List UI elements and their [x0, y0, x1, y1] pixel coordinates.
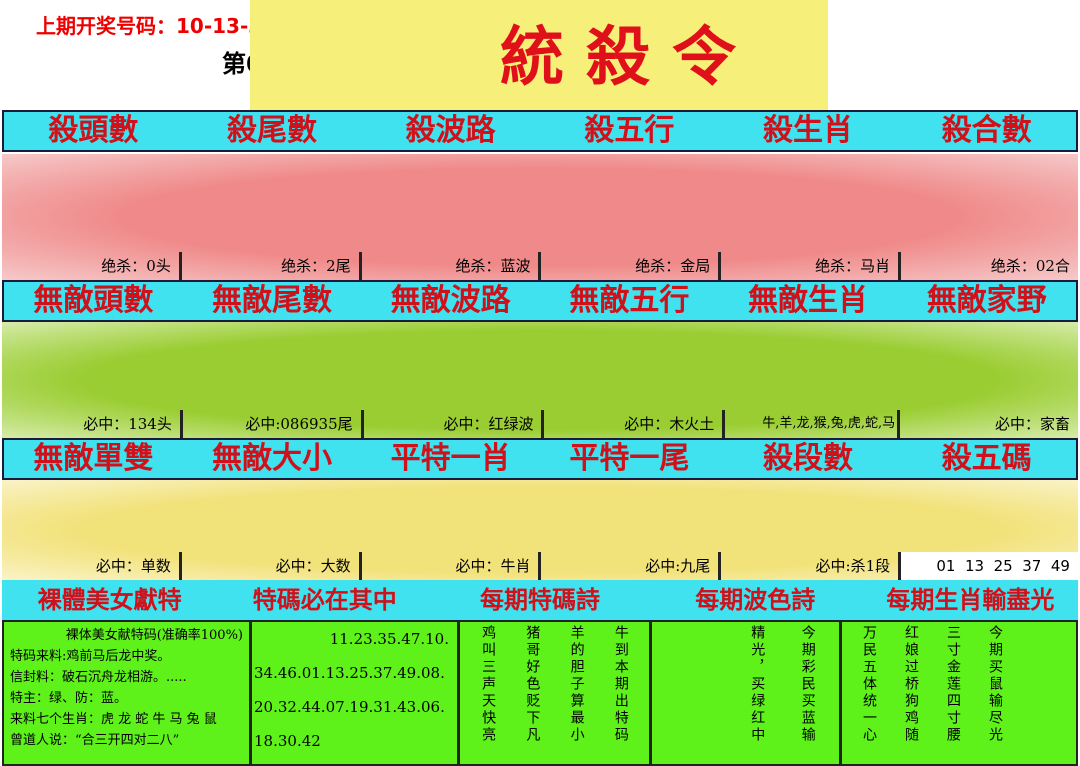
number-line: 11.23.35.47.10. [329, 630, 449, 648]
number-list: 11.23.35.47.10. 34.46.01.13.25.37.49.08.… [252, 622, 460, 764]
page-title: 統殺令 [500, 20, 758, 95]
header-cell: 每期生肖輸盡光 [886, 585, 1055, 614]
header-cell: 無敵頭數 [33, 283, 154, 318]
row1-values: 绝杀：0头 绝杀：2尾 绝杀：蓝波 绝杀：金局 绝杀：马肖 绝杀：02合 [2, 154, 1078, 280]
header-cell: 無敵大小 [212, 441, 332, 476]
header-cell: 無敵波路 [390, 283, 511, 318]
tip-line: 曾道人说：“合三开四对二八” [10, 733, 180, 748]
number-line: 20.32.44.07.19.31.43.06. [254, 698, 445, 716]
value-cell: 绝杀：马肖 [721, 252, 902, 280]
poem-column: 猪哥好色贬下凡 [524, 625, 541, 744]
bottom-headers: 裸體美女獻特 特碼必在其中 每期特碼詩 每期波色詩 每期生肖輸盡光 [2, 580, 1078, 620]
header-cell: 殺五行 [584, 113, 675, 148]
poem-column: 精光，买绿红中 [749, 625, 766, 744]
value-cell: 绝杀：02合 [990, 257, 1070, 275]
value-cell: 必中：134头 [2, 410, 183, 438]
number-line: 34.46.01.13.25.37.49.08. [254, 664, 445, 682]
row2-values: 必中：134头 必中:086935尾 必中：红绿波 必中：木火土 牛,羊,龙,猴,兔,虎… [2, 322, 1078, 438]
poem-column: 三寸金莲四寸腰 [945, 625, 961, 744]
header-cell: 殺尾數 [227, 113, 317, 148]
header-cell: 殺頭數 [48, 113, 139, 148]
header-cell: 無敵生肖 [748, 283, 869, 318]
number-line: 18.30.42 [254, 732, 321, 750]
header-cell: 平特一尾 [569, 441, 690, 476]
tip-line: 信封料：破石沉舟龙相游。..... [10, 670, 187, 685]
value-cell: 牛,羊,龙,猴,兔,虎,蛇,马 [725, 410, 901, 438]
header-cell: 無敵家野 [926, 283, 1047, 318]
value-cell: 绝杀：蓝波 [362, 252, 542, 280]
poem-column: 今期彩民买蓝输 [799, 625, 816, 744]
poem-column: 今期买鼠输尽光 [987, 625, 1003, 744]
header-cell: 無敵五行 [569, 283, 690, 318]
value-cell: 必中:086935尾 [183, 410, 364, 438]
poem-zodiac: 万民五体统一心 红娘过桥狗鸡随 三寸金莲四寸腰 今期买鼠输尽光 [842, 622, 1076, 764]
poem-code: 鸡叫三声天快亮 猪哥好色贬下凡 羊的胆子算最小 牛到本期出特码 [460, 622, 652, 764]
header-cell: 殺合數 [941, 113, 1032, 148]
poem-column: 牛到本期出特码 [612, 625, 629, 744]
value-cell: 必中:杀1段 [721, 552, 902, 580]
value-cell: 必中：家畜 [994, 415, 1070, 433]
poem-column: 万民五体统一心 [861, 625, 877, 744]
tip-line: 特码来料:鸡前马后龙中奖。 [10, 649, 171, 664]
tip-line: 来料七个生肖：虎 龙 蛇 牛 马 兔 鼠 [10, 712, 217, 727]
value-cell: 绝杀：2尾 [182, 252, 362, 280]
tip-line: 特主：绿、防：蓝。 [10, 691, 128, 706]
header-cell: 平特一肖 [390, 441, 511, 476]
poem-column: 羊的胆子算最小 [568, 625, 585, 744]
header-cell: 殺段數 [763, 441, 854, 476]
header-cell: 特碼必在其中 [252, 585, 397, 614]
header-cell: 殺五碼 [941, 441, 1032, 476]
row1-headers: 殺頭數 殺尾數 殺波路 殺五行 殺生肖 殺合數 [2, 110, 1078, 152]
header-cell: 無敵尾數 [212, 283, 332, 318]
row2-headers: 無敵頭數 無敵尾數 無敵波路 無敵五行 無敵生肖 無敵家野 [2, 280, 1078, 322]
value-cell: 绝杀：金局 [541, 252, 722, 280]
header-cell: 每期特碼詩 [480, 585, 600, 614]
header-cell: 無敵單雙 [33, 441, 154, 476]
tip-lines: 裸体美女献特码(准确率100%) 特码来料:鸡前马后龙中奖。 信封料：破石沉舟龙… [4, 622, 252, 764]
title-banner [250, 0, 828, 110]
value-cell: 必中：牛肖 [362, 552, 542, 580]
header-cell: 殺波路 [405, 113, 496, 148]
value-cell: 01 13 25 37 49 [901, 552, 1078, 580]
value-cell: 必中：红绿波 [364, 410, 545, 438]
poem-column: 鸡叫三声天快亮 [480, 625, 497, 744]
value-cell: 必中：木火土 [544, 410, 726, 438]
header-cell: 每期波色詩 [695, 585, 816, 614]
tip-line: 裸体美女献特码(准确率100%) [65, 628, 243, 643]
poem-column: 红娘过桥狗鸡随 [903, 625, 919, 744]
header-cell: 殺生肖 [763, 113, 854, 148]
bottom-panel: 裸体美女献特码(准确率100%) 特码来料:鸡前马后龙中奖。 信封料：破石沉舟龙… [2, 620, 1078, 766]
value-cell: 绝杀：0头 [2, 252, 182, 280]
row3-headers: 無敵單雙 無敵大小 平特一肖 平特一尾 殺段數 殺五碼 [2, 438, 1078, 480]
value-cell: 必中:九尾 [541, 552, 722, 580]
value-cell: 必中：大数 [182, 552, 362, 580]
row3-values: 必中：单数 必中：大数 必中：牛肖 必中:九尾 必中:杀1段 01 13 25 37 49 [2, 480, 1078, 580]
header-cell: 裸體美女獻特 [37, 585, 182, 614]
poem-wave: 精光，买绿红中 今期彩民买蓝输 [652, 622, 842, 764]
value-cell: 必中：单数 [2, 552, 182, 580]
